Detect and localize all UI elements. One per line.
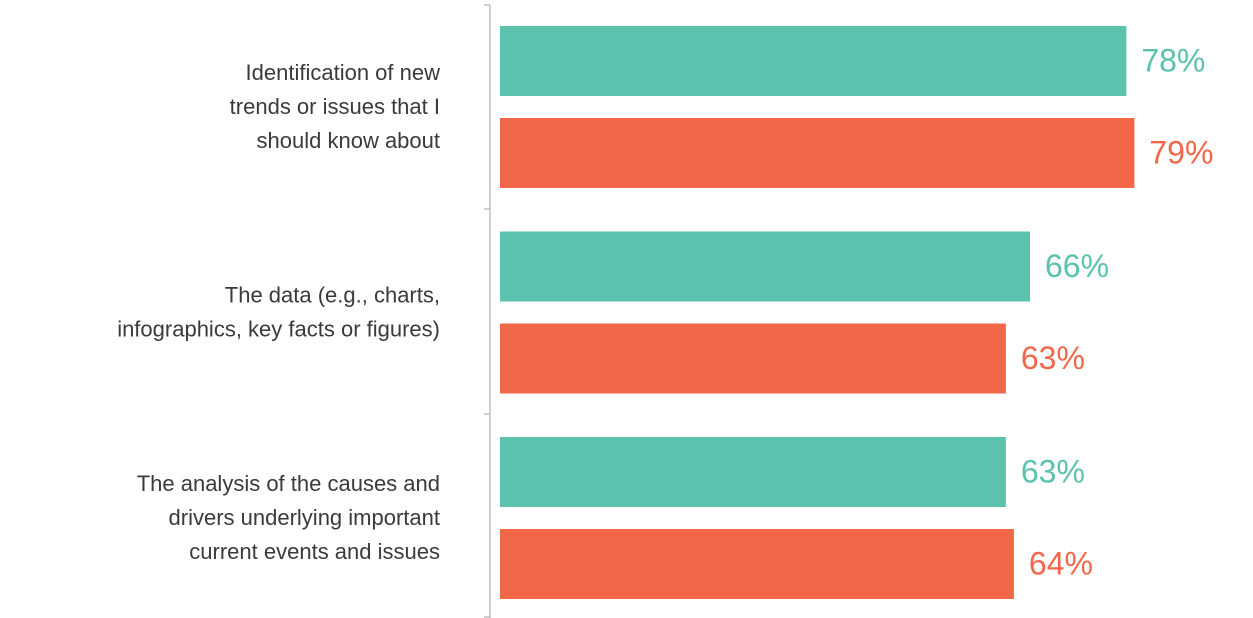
category-label-line: should know about bbox=[257, 128, 440, 153]
category-label: Identification of new trends or issues th… bbox=[230, 60, 440, 153]
value-label: 78% bbox=[1141, 42, 1205, 78]
category-label-line: drivers underlying important bbox=[169, 505, 440, 530]
category-label-line: infographics, key facts or figures) bbox=[117, 316, 440, 341]
category-label-line: The analysis of the causes and bbox=[137, 471, 440, 496]
bar bbox=[500, 323, 1006, 394]
bar bbox=[500, 118, 1135, 188]
bar bbox=[500, 231, 1030, 302]
value-label: 63% bbox=[1021, 340, 1085, 376]
category-label: The analysis of the causes and drivers un… bbox=[137, 471, 440, 564]
bar bbox=[500, 26, 1127, 96]
category-label-line: The data (e.g., charts, bbox=[225, 282, 440, 307]
category-label-line: trends or issues that I bbox=[230, 94, 440, 119]
value-label: 79% bbox=[1149, 134, 1213, 170]
category-label-line: Identification of new bbox=[246, 60, 441, 85]
value-label: 64% bbox=[1029, 545, 1093, 581]
value-label: 66% bbox=[1045, 248, 1109, 284]
value-label: 63% bbox=[1021, 453, 1085, 489]
bar bbox=[500, 437, 1006, 507]
bar bbox=[500, 529, 1014, 599]
category-label: The data (e.g., charts, infographics, key… bbox=[117, 282, 440, 341]
category-label-line: current events and issues bbox=[189, 539, 440, 564]
